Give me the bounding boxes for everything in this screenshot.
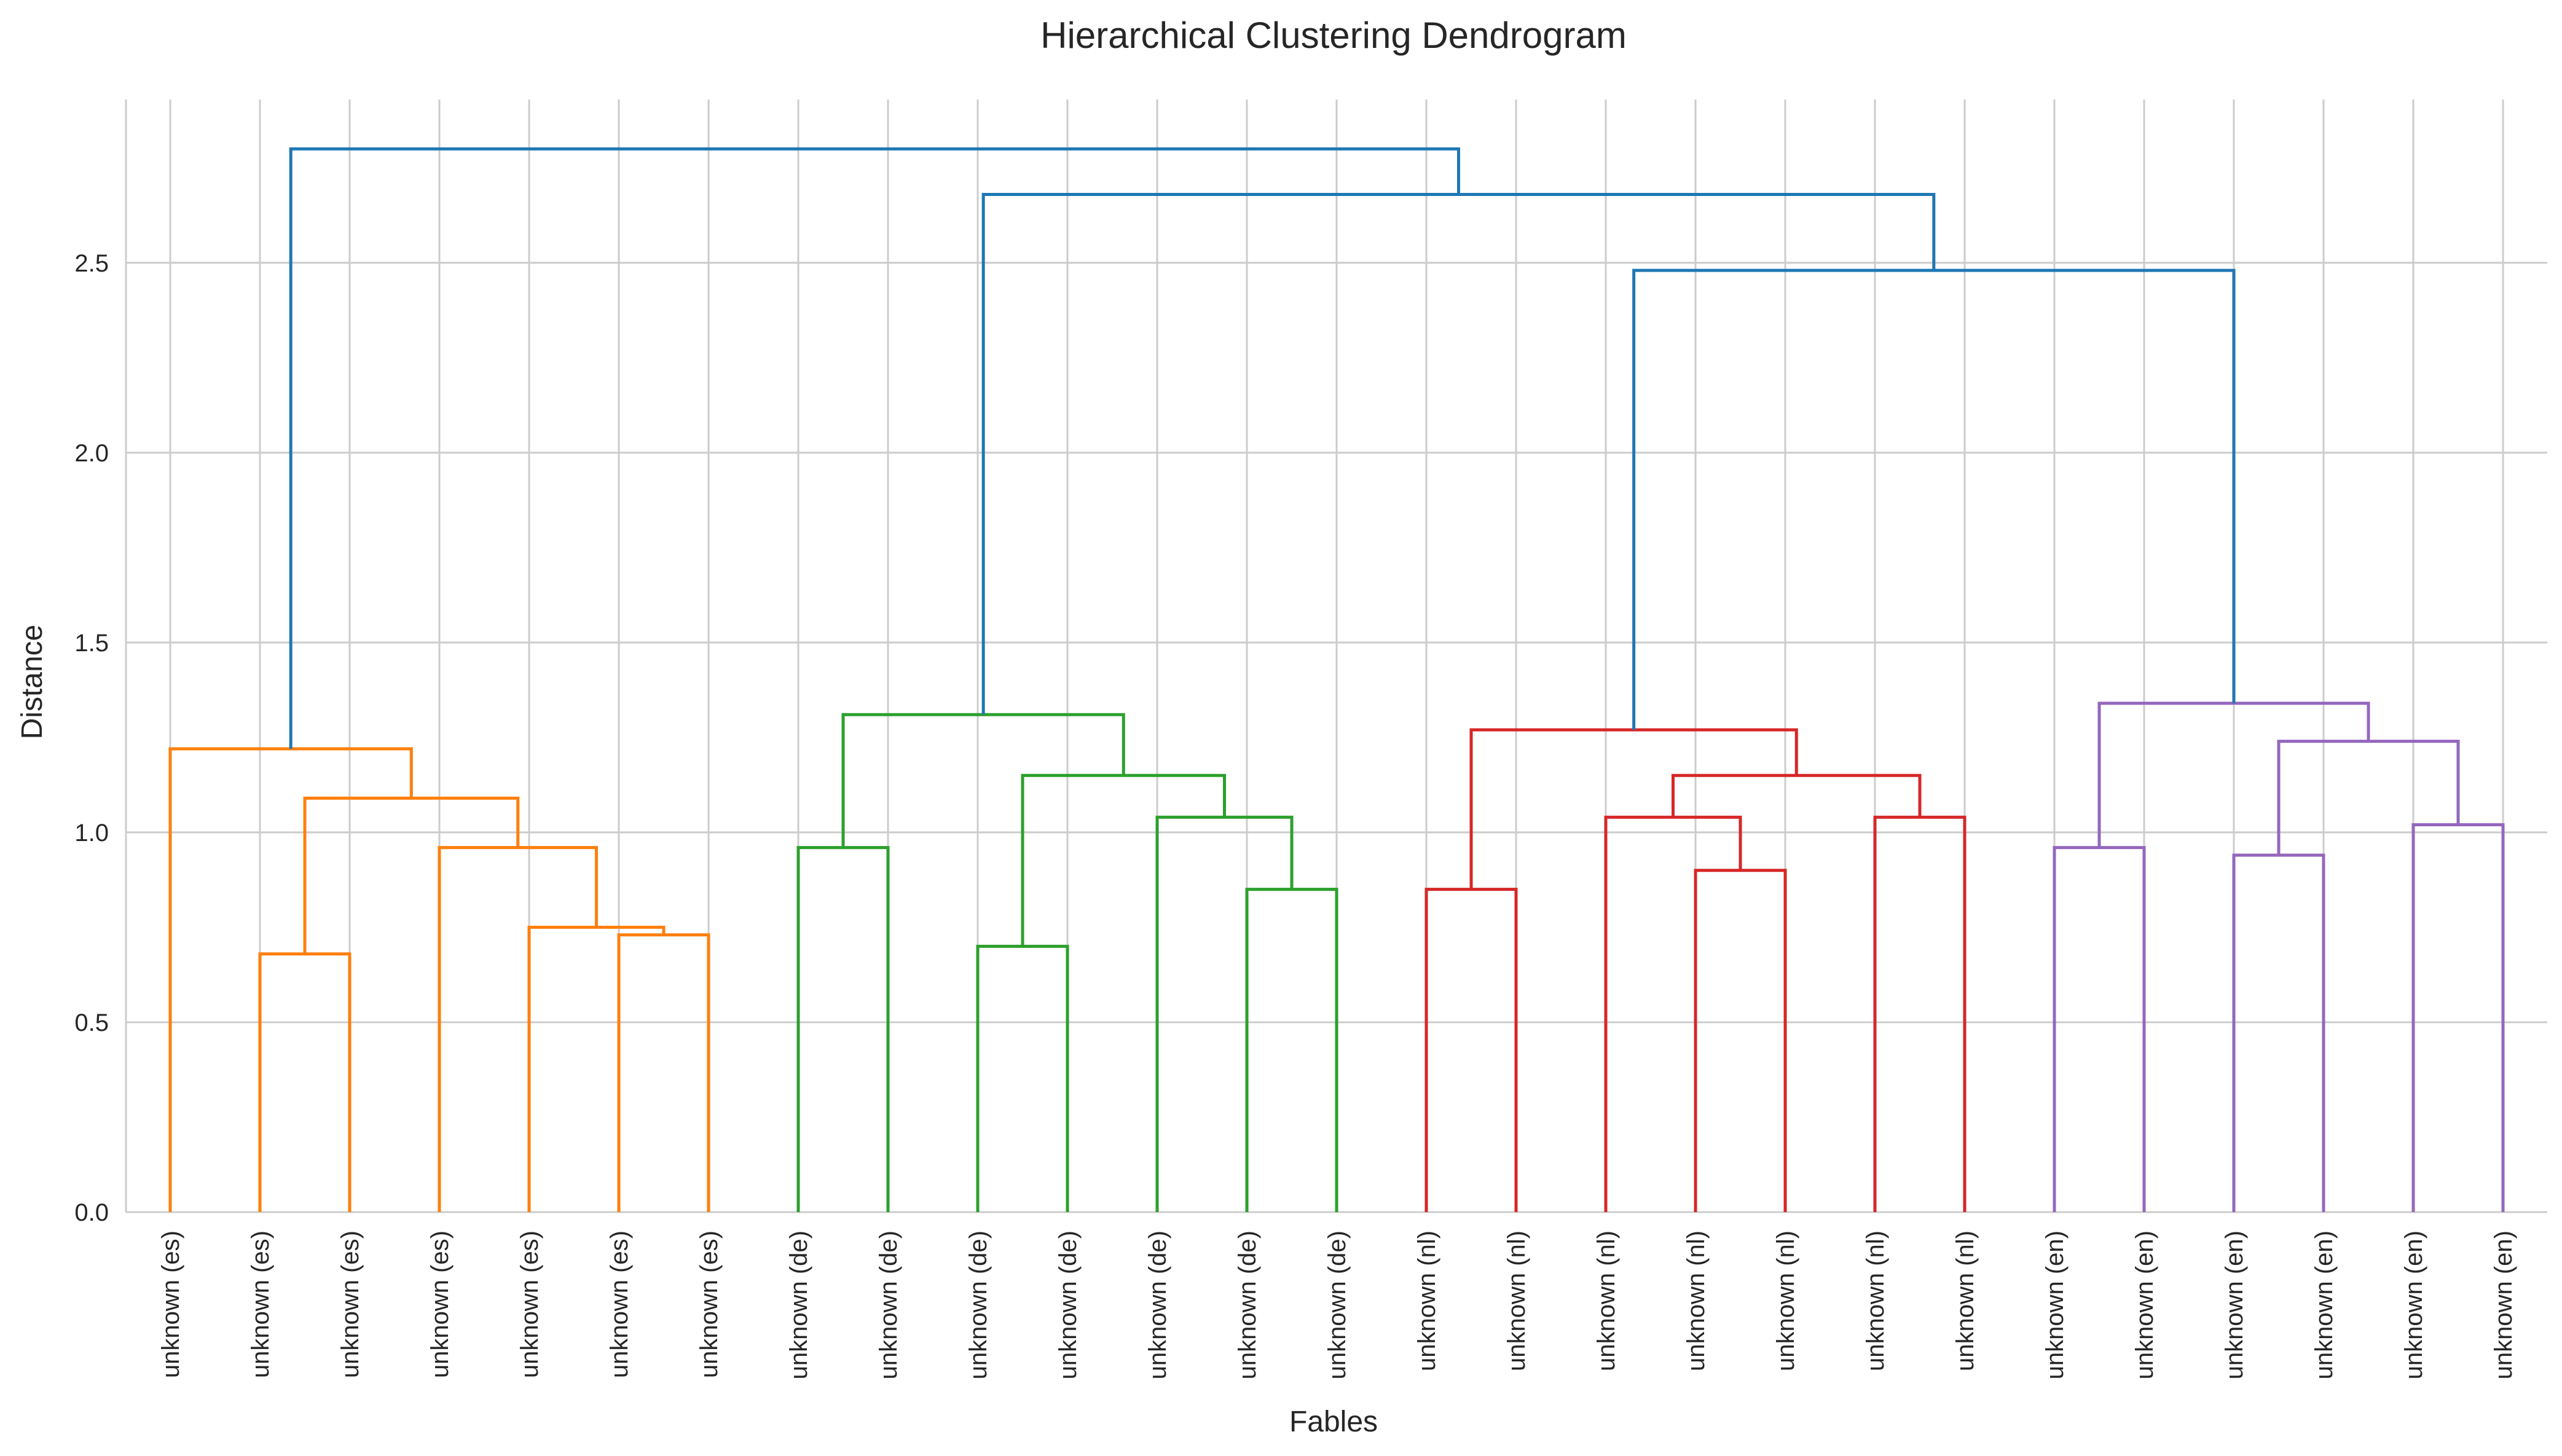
leaf-label: unknown (es) (426, 1231, 454, 1378)
dendrogram-link (258, 952, 352, 1212)
dendrogram-link (1632, 268, 2236, 730)
y-tick-label: 2.0 (74, 440, 109, 467)
leaf-label: unknown (nl) (1862, 1231, 1889, 1371)
leaf-label: unknown (de) (875, 1231, 902, 1379)
leaf-label: unknown (es) (337, 1231, 364, 1378)
leaf-label: unknown (de) (965, 1231, 992, 1379)
dendrogram-link (2053, 846, 2146, 1212)
leaf-label: unknown (de) (1055, 1231, 1082, 1379)
dendrogram-link (617, 933, 710, 1212)
dendrogram-link (1469, 728, 1798, 890)
dendrogram-link (2411, 823, 2505, 1212)
leaf-label: unknown (es) (516, 1231, 543, 1378)
leaf-label: unknown (en) (2041, 1231, 2069, 1379)
y-tick-label: 0.5 (74, 1009, 109, 1036)
dendrogram-link (1245, 888, 1338, 1212)
dendrogram-link (1021, 773, 1226, 947)
y-tick-label: 0.0 (74, 1199, 109, 1226)
y-tick-label: 1.0 (74, 820, 109, 847)
y-tick-labels: 0.0 0.5 1.0 1.5 2.0 2.5 (74, 250, 109, 1226)
dendrogram-link (1604, 815, 1742, 1212)
dendrogram-link (527, 925, 666, 1212)
dendrogram-link (976, 944, 1069, 1212)
leaf-label: unknown (nl) (1952, 1231, 1979, 1371)
leaf-label: unknown (en) (2311, 1231, 2338, 1379)
dendrogram-link (1873, 815, 1967, 1212)
dendrogram-link (981, 193, 1936, 715)
dendrogram-link (2232, 853, 2325, 1212)
dendrogram-link (1672, 773, 1922, 818)
leaf-label: unknown (es) (157, 1231, 184, 1378)
leaf-labels: unknown (es) unknown (es) unknown (es) unkn… (157, 1231, 2517, 1379)
leaf-label: unknown (en) (2221, 1231, 2248, 1379)
leaf-label: unknown (es) (606, 1231, 633, 1378)
leaf-label: unknown (en) (2400, 1231, 2427, 1379)
leaf-label: unknown (nl) (1772, 1231, 1799, 1371)
y-axis-label: Distance (16, 625, 49, 740)
chart-title: Hierarchical Clustering Dendrogram (1040, 15, 1627, 56)
dendrogram-link (1155, 815, 1294, 1212)
dendrogram-link (841, 713, 1125, 848)
dendrogram-branches (168, 147, 2505, 1212)
y-tick-label: 1.5 (74, 630, 109, 657)
y-tick-label: 2.5 (74, 250, 109, 277)
dendrogram-link (1694, 869, 1787, 1212)
dendrogram-link (1424, 888, 1518, 1212)
dendrogram-link (289, 147, 1460, 749)
leaf-label: unknown (nl) (1503, 1231, 1530, 1371)
x-axis-label: Fables (1289, 1406, 1378, 1438)
leaf-label: unknown (es) (247, 1231, 274, 1378)
leaf-label: unknown (de) (785, 1231, 812, 1379)
leaf-label: unknown (nl) (1593, 1231, 1620, 1371)
leaf-label: unknown (es) (696, 1231, 723, 1378)
leaf-label: unknown (nl) (1413, 1231, 1440, 1371)
leaf-label: unknown (nl) (1683, 1231, 1710, 1371)
dendrogram-link (438, 846, 598, 1212)
leaf-label: unknown (en) (2131, 1231, 2158, 1379)
leaf-label: unknown (de) (1324, 1231, 1351, 1379)
dendrogram-link (168, 747, 413, 1212)
leaf-label: unknown (en) (2490, 1231, 2517, 1379)
leaf-label: unknown (de) (1234, 1231, 1261, 1379)
dendrogram-link (796, 846, 890, 1212)
dendrogram-link (303, 796, 520, 954)
leaf-label: unknown (de) (1144, 1231, 1171, 1379)
dendrogram-link (2277, 740, 2460, 855)
